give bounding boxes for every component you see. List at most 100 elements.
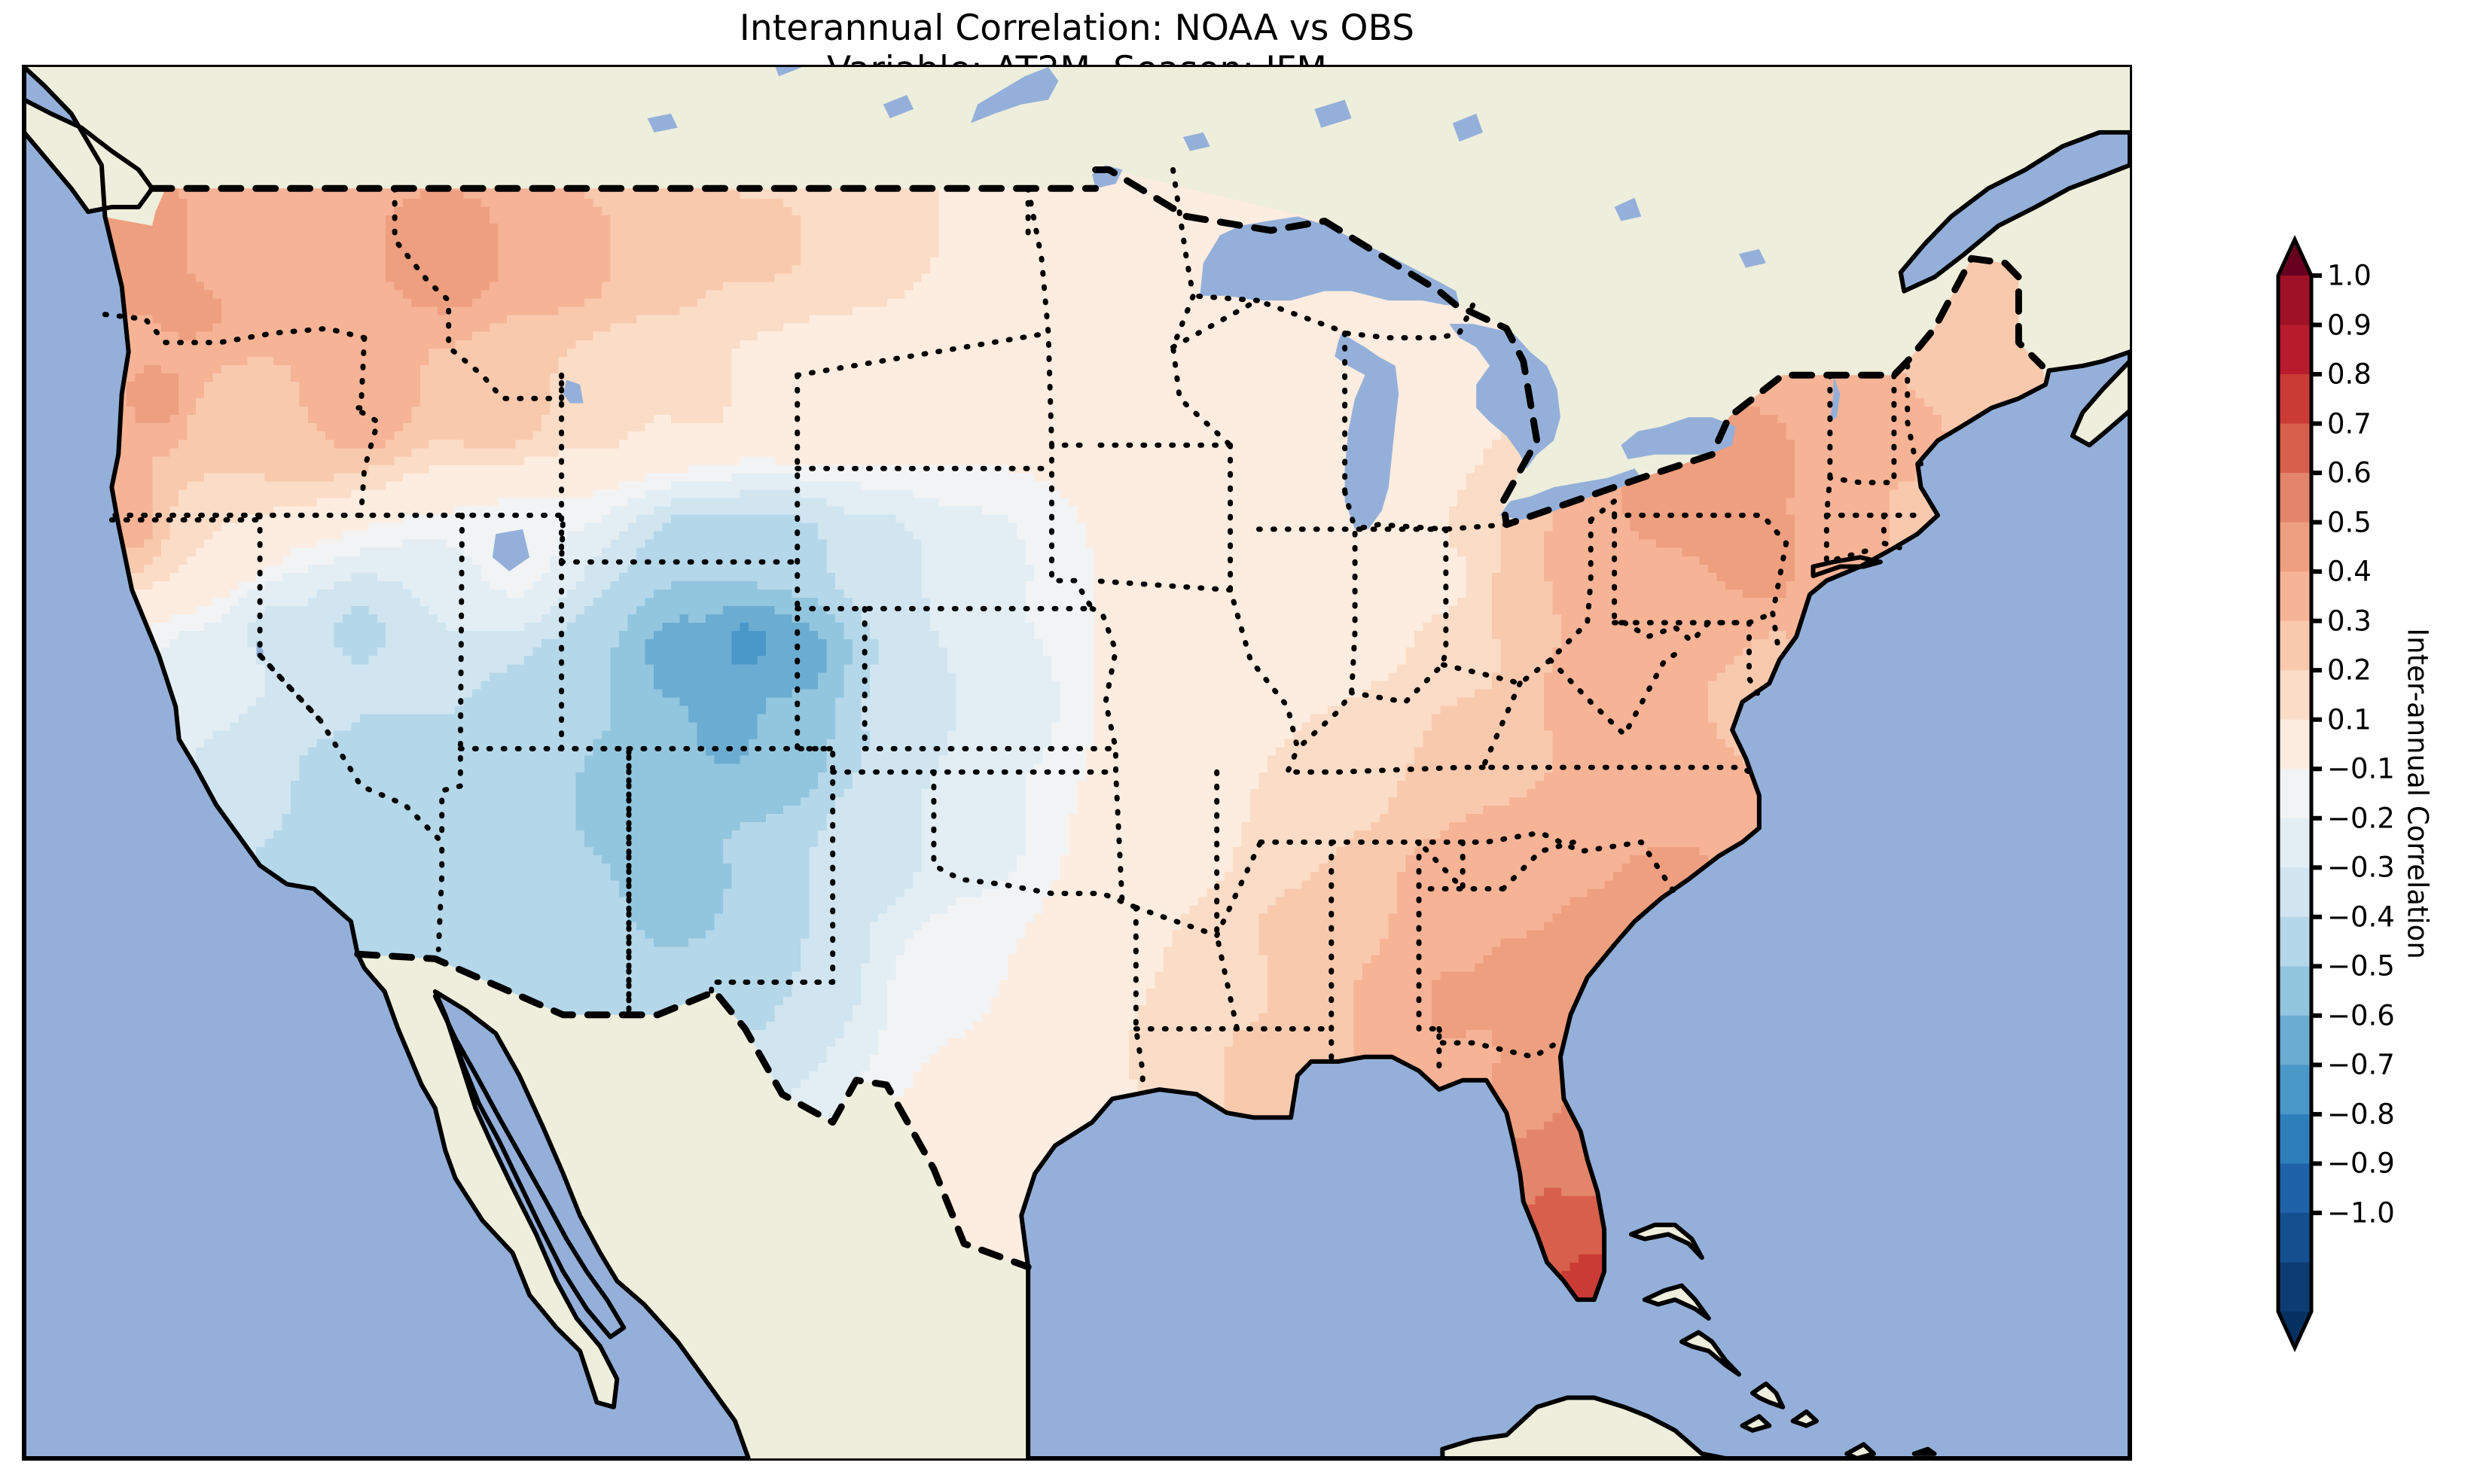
colorbar-band <box>2278 325 2311 375</box>
colorbar-band <box>2278 1114 2311 1165</box>
state-border-1 <box>351 335 381 518</box>
colorbar-label-text: Inter-annual Correlation <box>2402 628 2434 959</box>
small-lake-7 <box>1452 113 1484 142</box>
colorbar-band <box>2278 1163 2311 1214</box>
colorbar-tick-label: −1.0 <box>2327 1196 2395 1229</box>
coastline-1 <box>1019 349 2130 1458</box>
state-border-61 <box>1905 358 1924 467</box>
title-line-1: Interannual Correlation: NOAA vs OBS <box>0 8 2154 49</box>
colorbar-band <box>2278 818 2311 868</box>
colorbar-tick-label: 0.6 <box>2327 457 2372 489</box>
colorbar-band <box>2278 916 2311 967</box>
coastline-5 <box>24 97 155 215</box>
state-border-4 <box>439 512 465 845</box>
state-border-12 <box>795 330 1051 378</box>
state-border-23 <box>1170 166 1234 448</box>
colorbar-band <box>2278 867 2311 918</box>
bahamas-coast-7 <box>1911 1446 1937 1456</box>
state-border-25 <box>1089 577 1234 593</box>
atlantic-gulf-ocean <box>1021 352 2130 1458</box>
colorbar <box>2276 234 2322 1353</box>
colorbar-band <box>2278 1262 2311 1312</box>
small-lake-5 <box>883 95 914 119</box>
state-border-37 <box>1285 764 1486 775</box>
colorbar-axis-label: Inter-annual Correlation <box>2372 239 2463 1348</box>
state-border-26 <box>1295 489 1358 751</box>
state-border-0 <box>102 312 368 346</box>
state-border-43 <box>1500 839 1577 891</box>
colorbar-tick-label: −0.4 <box>2327 900 2395 933</box>
bahamas-coast-4 <box>1790 1409 1819 1428</box>
coastline-4 <box>1440 1395 1728 1458</box>
coastline-2 <box>1898 130 2130 294</box>
small-lake-8 <box>1614 197 1642 221</box>
bahamas-coast-3 <box>1749 1381 1786 1409</box>
colorbar-extend-bottom <box>2278 1312 2311 1348</box>
state-border-8 <box>709 372 836 985</box>
colorbar-band <box>2278 423 2311 474</box>
colorbar-band <box>2278 719 2311 769</box>
small-lake-0 <box>563 379 584 404</box>
state-border-44 <box>1436 1025 1560 1060</box>
colorbar-outline <box>2276 234 2314 1353</box>
state-border-65 <box>1770 541 1789 658</box>
state-border-58 <box>1170 297 1260 350</box>
colorbar-band <box>2278 1065 2311 1115</box>
gulf-of-california <box>435 996 624 1337</box>
colorbar-tick-label: 0.2 <box>2327 654 2372 687</box>
state-border-47 <box>1133 904 1145 1092</box>
small-lake-9 <box>1739 248 1766 268</box>
colorbar-tick-label: 0.3 <box>2327 605 2372 637</box>
colorbar-band <box>2278 769 2311 819</box>
correlation-map <box>24 67 2130 1458</box>
state-border-40 <box>1416 839 1442 1069</box>
state-border-55 <box>1254 297 1476 341</box>
lake-winnipeg <box>971 67 1059 123</box>
lake-erie <box>1499 468 1642 520</box>
lakes-layer <box>256 67 1841 660</box>
map-panel <box>22 65 2132 1461</box>
lake-superior <box>1200 216 1460 306</box>
state-border-51 <box>257 652 324 724</box>
international-border-1 <box>1092 166 2046 529</box>
bahamas-coast-5 <box>1740 1414 1772 1433</box>
colorbar-band <box>2278 374 2311 425</box>
coastline-9 <box>1811 555 1883 578</box>
nova-scotia <box>2072 361 2130 446</box>
colorbar-tick-label: 1.0 <box>2327 260 2372 292</box>
colorbar-tick-label: 0.1 <box>2327 703 2372 736</box>
small-lake-4 <box>647 113 678 133</box>
colorbar-band <box>2278 473 2311 523</box>
bahamas-coast-1 <box>1642 1283 1711 1321</box>
state-border-5 <box>559 559 632 1018</box>
great-salt-lake <box>492 529 530 571</box>
state-border-33 <box>1746 620 1765 705</box>
state-border-32 <box>1612 512 1776 626</box>
state-border-46 <box>1133 839 1264 938</box>
colorbar-tick-label: −0.8 <box>2327 1098 2395 1130</box>
state-border-60 <box>1827 372 1897 486</box>
st-lawrence-river <box>1900 132 2130 291</box>
international-border-2 <box>354 950 1032 1271</box>
colorbar-tick-label: −0.1 <box>2327 753 2395 785</box>
colorbar-tick-label: −0.2 <box>2327 802 2395 834</box>
colorbar-band <box>2278 670 2311 721</box>
lake-ontario <box>1621 417 1736 459</box>
colorbar-band <box>2278 1015 2311 1065</box>
colorbar-tick-label: −0.5 <box>2327 950 2395 983</box>
state-border-19 <box>1025 185 1095 448</box>
small-lake-3 <box>775 67 803 77</box>
coastline-0 <box>24 67 751 1458</box>
colorbar-tick-label: 0.9 <box>2327 309 2372 341</box>
colorbar-band <box>2278 522 2311 572</box>
state-border-63 <box>1881 512 1904 551</box>
colorbar-band <box>2278 620 2311 671</box>
state-border-38 <box>1258 830 1678 897</box>
small-lake-10 <box>1182 132 1210 151</box>
colorbar-tick-label: 0.4 <box>2327 556 2372 588</box>
cuba-island <box>1442 1397 1726 1458</box>
colorbar-tick-label: −0.6 <box>2327 999 2395 1031</box>
bahamas-coast-2 <box>1679 1330 1742 1377</box>
state-border-49 <box>709 979 836 995</box>
